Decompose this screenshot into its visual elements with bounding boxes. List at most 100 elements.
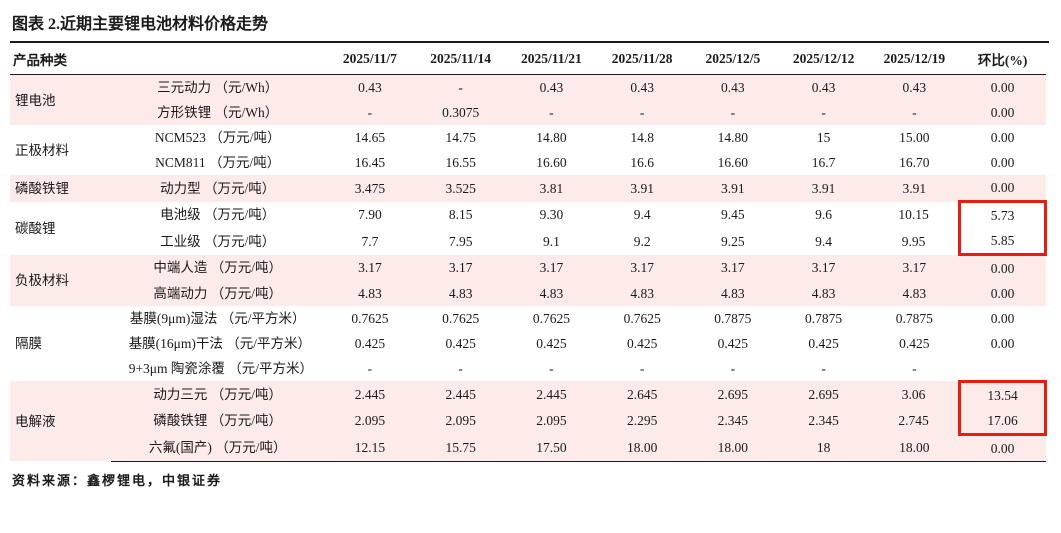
table-row: 9+3μm 陶瓷涂覆 （元/平方米） - - - - - - -	[10, 356, 1046, 381]
table-row: 锂电池 三元动力 （元/Wh） 0.43-0.43 0.43 0.43 0.43 0.43 0…	[10, 74, 1046, 125]
price-value-cell: 3.17	[868, 254, 960, 281]
price-value-cell: 15	[816, 130, 831, 145]
price-value-cell: 2.445	[506, 381, 597, 408]
price-value-cell: 0.7875	[714, 311, 752, 326]
price-value-cell: -	[730, 361, 736, 376]
price-value-cell: 3.475	[324, 175, 416, 202]
price-value-cell: 4.83	[687, 281, 779, 306]
item-label-cell: 动力三元 （万元/吨）	[110, 381, 325, 408]
price-value-cell: 18.00	[868, 434, 960, 462]
item-label-cell: 工业级 （万元/吨）	[111, 228, 325, 255]
table-row: 基膜(16μm)干法 （元/平方米） 0.425 0.425 0.425 0.425 0.…	[10, 331, 1046, 356]
category-cell: 磷酸铁锂	[10, 175, 111, 202]
item-label-cell: 磷酸铁锂 （万元/吨）	[110, 407, 325, 434]
price-value-cell: -	[912, 361, 917, 376]
qoq-value-cell: 13.54	[958, 379, 1047, 408]
price-value-cell: -	[415, 74, 507, 100]
price-value-cell: 4.83	[868, 281, 960, 306]
item-label-cell: 电池级 （万元/吨）	[111, 202, 325, 229]
item-label: 方形铁锂 （元/Wh）	[157, 105, 279, 120]
item-label-cell: 方形铁锂 （元/Wh）	[110, 100, 325, 125]
price-value-cell: 16.60	[717, 155, 749, 170]
price-value-cell: -	[868, 100, 960, 125]
qoq-value-cell: 0.00	[959, 254, 1046, 281]
header-row: 产品种类 2025/11/7 2025/11/14 2025/11/21 2025/11…	[10, 43, 1046, 75]
price-value-cell: 0.7625	[442, 311, 480, 326]
header-qoq: 环比(%)	[959, 43, 1046, 75]
price-value-cell: 3.81	[506, 175, 597, 202]
price-value-cell: 0.43	[324, 74, 416, 100]
price-value-cell: -	[687, 100, 779, 125]
price-value-cell: 9.30	[539, 207, 564, 223]
price-value-cell: 2.095	[324, 407, 416, 434]
price-value-cell: 0.7875	[895, 311, 933, 326]
price-value-cell: 14.65	[354, 130, 386, 145]
price-value-cell: 7.95	[448, 233, 473, 249]
item-label: 9+3μm 陶瓷涂覆 （元/平方米）	[128, 361, 314, 376]
item-label: 高端动力 （万元/吨）	[153, 286, 282, 301]
price-value-cell: 3.17	[687, 254, 779, 281]
price-value-cell: 4.83	[415, 281, 507, 306]
price-value-cell: 3.17	[596, 254, 688, 281]
table-row: NCM811 （万元/吨） 16.45 16.55 16.60 16.6 16.60 16.…	[10, 150, 1046, 175]
price-value-cell: 0.7625	[351, 311, 389, 326]
price-value-cell: 0.43	[687, 74, 779, 100]
price-value-cell: 12.15	[324, 434, 416, 462]
price-value-cell: 3.17	[415, 254, 507, 281]
qoq-value-cell: 0.00	[990, 155, 1015, 170]
price-value-cell: 15.00	[899, 130, 930, 145]
price-value-cell: 16.55	[445, 155, 476, 170]
item-label: 动力型 （万元/吨）	[160, 180, 276, 196]
header-date: 2025/11/7	[324, 43, 416, 75]
item-label-cell: NCM811 （万元/吨）	[111, 150, 325, 175]
price-value-cell: 15.75	[415, 434, 507, 462]
price-value-cell: 4.83	[778, 281, 869, 306]
item-label-cell: NCM523 （万元/吨）	[111, 125, 325, 150]
price-value-cell: 3.17	[778, 254, 869, 281]
price-value-cell: 3.06	[868, 381, 960, 408]
table-row: 碳酸锂 电池级 （万元/吨） 7.90 8.15 9.30 9.4 9.45 9.6 10.15…	[10, 200, 1047, 236]
category-cell: 锂电池	[10, 74, 111, 125]
price-value-cell: 3.91	[596, 175, 688, 202]
price-value-cell: 8.15	[448, 207, 473, 223]
item-label: NCM523 （万元/吨）	[154, 130, 281, 145]
price-value-cell: 7.7	[361, 233, 379, 249]
price-value-cell: 0.43	[778, 74, 869, 100]
price-value-cell: 0.425	[626, 336, 658, 351]
price-value-cell: 9.2	[633, 233, 651, 249]
price-value-cell: 0.43	[596, 74, 688, 100]
table-row: 磷酸铁锂 （万元/吨） 2.095 2.095 2.095 2.295 2.345 2.34…	[10, 407, 1047, 436]
price-value-cell: -	[549, 361, 554, 376]
header-date: 2025/11/21	[506, 43, 597, 75]
item-label-cell: 高端动力 （万元/吨）	[110, 281, 325, 306]
price-value-cell: 14.75	[445, 130, 476, 145]
price-value-cell: 2.445	[324, 381, 416, 408]
item-label-cell: 中端人造 （万元/吨）	[110, 254, 325, 281]
table-row: 高端动力 （万元/吨） 4.83 4.83 4.83 4.83 4.83 4.83 4.83 0…	[10, 281, 1046, 306]
price-value-cell: 0.425	[445, 336, 476, 351]
report-figure-page: 图表 2.近期主要锂电池材料价格走势 产品种类 2025/11/7 2025/11/…	[10, 8, 1049, 488]
item-label: 基膜(16μm)干法 （元/平方米）	[128, 336, 312, 351]
price-value-cell: 16.70	[899, 155, 930, 170]
category-cell: 隔膜	[15, 336, 42, 351]
price-value-cell: 18.00	[596, 434, 688, 462]
price-value-cell: 10.15	[898, 207, 929, 223]
price-value-cell: 7.90	[358, 207, 382, 223]
price-value-cell: 0.425	[717, 336, 749, 351]
figure-title: 图表 2.近期主要锂电池材料价格走势	[10, 8, 1049, 43]
price-value-cell: 0.7625	[532, 311, 570, 326]
material-price-table: 产品种类 2025/11/7 2025/11/14 2025/11/21 2025/11…	[10, 43, 1047, 462]
price-value-cell: -	[821, 361, 826, 376]
item-label: 中端人造 （万元/吨）	[153, 260, 282, 276]
item-label: 电池级 （万元/吨）	[160, 207, 276, 223]
header-product-category: 产品种类	[10, 43, 325, 75]
item-label-cell: 基膜(9μm)湿法 （元/平方米）	[111, 306, 325, 331]
price-value-cell: 18	[778, 434, 869, 462]
price-value-cell: 0.425	[536, 336, 567, 351]
price-value-cell: 0.43	[868, 74, 960, 100]
price-value-cell: 2.645	[596, 381, 688, 408]
item-label: 基膜(9μm)湿法 （元/平方米）	[129, 311, 306, 326]
item-label: NCM811 （万元/吨）	[155, 155, 281, 170]
price-value-cell: 9.25	[721, 233, 745, 249]
price-value-cell: 16.6	[630, 155, 654, 170]
